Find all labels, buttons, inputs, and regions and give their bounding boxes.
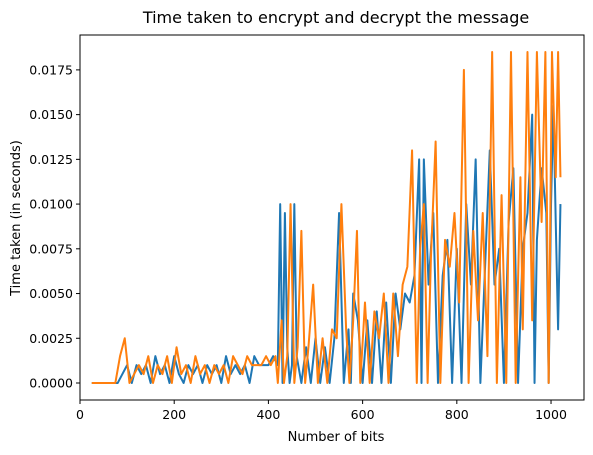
y-tick-label: 0.0050 [29,286,73,301]
y-tick-label: 0.0150 [29,107,73,122]
x-axis: 0 200 400 600 800 1000 [76,400,567,422]
chart-title: Time taken to encrypt and decrypt the me… [142,8,529,27]
series-line-1 [91,104,562,384]
x-tick-label: 0 [76,407,84,422]
y-tick-label: 0.0000 [29,376,73,391]
y-tick-label: 0.0075 [29,241,73,256]
y-tick-label: 0.0125 [29,152,73,167]
y-axis-label: Time taken (in seconds) [9,140,24,297]
plot-frame [79,34,585,401]
x-axis-label: Number of bits [288,430,385,445]
x-tick-label: 800 [445,407,469,422]
y-tick-label: 0.0100 [29,197,73,212]
y-axis: 0.0000 0.0025 0.0050 0.0075 0.0100 0.0125 0.01… [29,62,80,391]
series-layer [91,51,562,384]
y-tick-label: 0.0175 [29,62,73,77]
y-tick-label: 0.0025 [29,331,73,346]
x-tick-label: 600 [351,407,375,422]
x-tick-label: 400 [256,407,280,422]
x-tick-label: 200 [162,407,186,422]
series-line-2 [91,51,562,384]
x-tick-label: 1000 [535,407,567,422]
